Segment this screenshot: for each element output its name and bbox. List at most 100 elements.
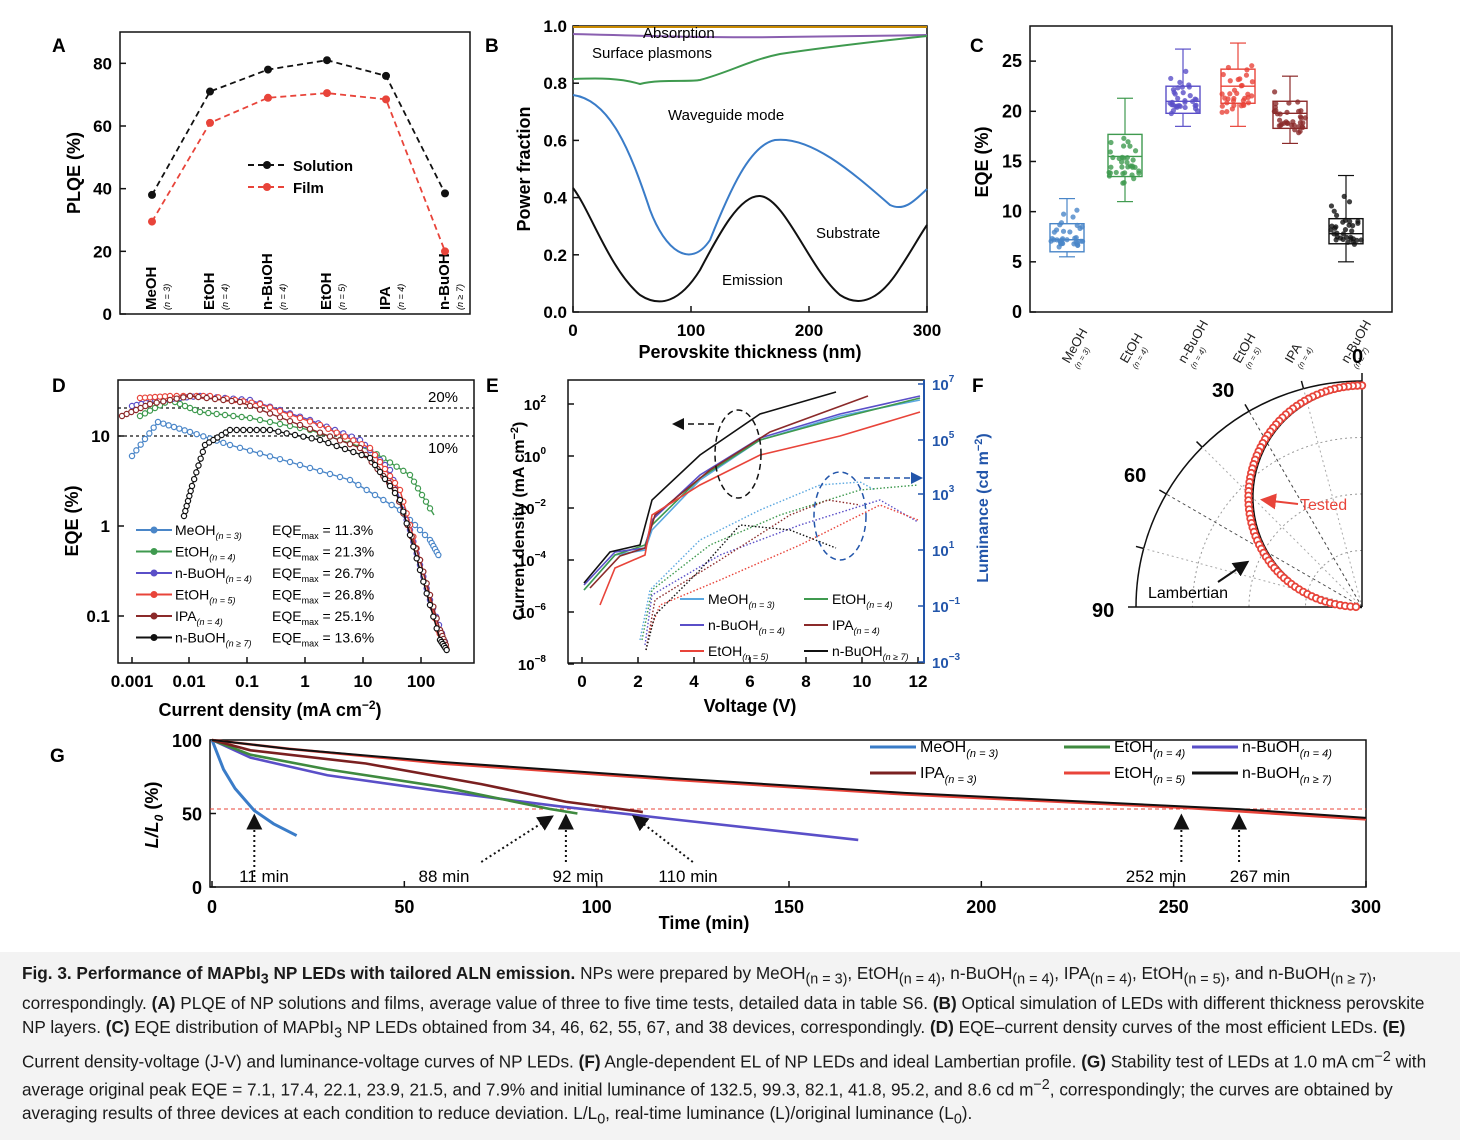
g-annotation-label: 11 min — [239, 867, 289, 886]
panel-e-xlabel: Voltage (V) — [704, 696, 797, 716]
figure-3: A PLQE (%) 0 20 40 60 80 MeOH (n = 3) EtOH (n =… — [50, 17, 1393, 933]
a-category-label: n-BuOH (n = 4) — [259, 253, 288, 310]
e-xtick-label: 12 — [909, 672, 928, 691]
e-ytick-label: 102 — [524, 394, 547, 414]
d-data-point — [181, 427, 188, 434]
panel-b-ylabel: Power fraction — [514, 106, 534, 231]
d-legend-marker — [150, 612, 158, 620]
panel-a-series — [148, 56, 449, 256]
d-data-point — [226, 426, 234, 434]
caption-tA: PLQE of NP solutions and films, average … — [175, 993, 933, 1014]
c-device-point — [1242, 95, 1248, 101]
c-device-point — [1331, 208, 1337, 214]
caption-tC2: NP LEDs obtained from 34, 46, 62, 55, 67… — [342, 1016, 930, 1037]
e-ytick2-label: 103 — [932, 484, 955, 504]
panel-c-boxes: MeOH(n = 3) EtOH(n = 4) n-BuOH(n = 4) EtOH(… — [1048, 42, 1374, 371]
c-device-point — [1130, 164, 1136, 170]
figure-caption: Fig. 3. Performance of MAPbI3 NP LEDs wi… — [22, 962, 1438, 1132]
d-data-point — [133, 447, 140, 454]
d-ytick-label: 0.1 — [86, 607, 110, 626]
d-data-point — [236, 398, 244, 406]
caption-s1d: , n-BuOH — [940, 963, 1013, 983]
a-ytick-label: 80 — [93, 54, 112, 73]
c-device-point — [1220, 71, 1226, 78]
a-category-label: n-BuOH (n ≥ 7) — [436, 253, 465, 310]
c-device-point — [1279, 121, 1285, 127]
c-category-label: MeOH(n = 3) — [1059, 325, 1099, 370]
c-device-point — [1074, 207, 1080, 213]
angle-90: 90 — [1092, 600, 1114, 622]
d-data-point — [165, 422, 172, 429]
d-data-point — [420, 578, 427, 585]
polar-grid — [1128, 373, 1363, 608]
panel-d: D EQE (%) Current density (mA cm−2) 0.00… — [52, 376, 475, 720]
c-device-point — [1192, 96, 1198, 102]
panel-d-ylabel: EQE (%) — [62, 485, 82, 556]
c-ytick-label: 20 — [1002, 101, 1022, 121]
a-data-point — [323, 56, 331, 65]
d-data-point — [199, 448, 207, 456]
substrate-curve-top — [572, 35, 928, 86]
a-data-point — [264, 65, 272, 74]
tested-arrow — [1260, 493, 1299, 510]
c-device-point — [1302, 115, 1308, 121]
lambertian-label: Lambertian — [1148, 585, 1228, 602]
c-device-point — [1225, 96, 1231, 102]
c-device-point — [1049, 236, 1055, 242]
c-device-point — [1350, 223, 1356, 229]
panel-g-legend: MeOH(n = 3) EtOH(n = 4) n-BuOH(n = 4) IPA(n… — [870, 739, 1332, 786]
g-xtick-label: 50 — [394, 897, 414, 917]
panel-a-legend: Solution Film — [248, 158, 353, 197]
d-data-point — [240, 426, 247, 434]
caption-s1f: , IPA — [1054, 963, 1091, 983]
c-device-point — [1351, 241, 1358, 247]
e-xtick-label: 2 — [633, 672, 642, 691]
d-data-point — [196, 408, 204, 416]
d-data-point — [238, 413, 245, 421]
d-data-point — [414, 485, 422, 492]
ref-label-20: 20% — [428, 389, 458, 406]
d-data-point — [188, 482, 196, 490]
c-device-point — [1168, 75, 1174, 82]
d-data-point — [286, 411, 294, 418]
d-data-point — [260, 426, 267, 434]
d-data-point — [170, 423, 178, 431]
c-device-point — [1121, 135, 1127, 141]
caption-tG: Stability test of LEDs at 1.0 mA cm — [1106, 1051, 1375, 1072]
c-category-label: EtOH(n = 5) — [1230, 330, 1268, 370]
d-data-point — [146, 407, 154, 414]
d-data-point — [283, 430, 290, 437]
d-data-point — [423, 590, 430, 597]
d-data-point — [386, 459, 394, 466]
d-data-point — [186, 392, 194, 400]
d-data-point — [306, 418, 314, 425]
caption-s1c: (n = 4) — [898, 971, 941, 988]
d-data-point — [356, 444, 364, 452]
c-device-point — [1358, 237, 1364, 243]
c-device-point — [1177, 103, 1183, 109]
caption-background — [0, 952, 1460, 1140]
c-device-point — [1297, 114, 1304, 120]
c-device-point — [1328, 203, 1335, 209]
a-category-label: MeOH (n = 3) — [143, 267, 172, 310]
d-data-point — [306, 464, 314, 472]
c-device-point — [1345, 239, 1351, 245]
d-data-point — [276, 414, 284, 421]
c-device-point — [1074, 242, 1081, 248]
label-waveguide: Waveguide mode — [668, 107, 784, 124]
c-device-point — [1249, 63, 1255, 69]
e-ytick2-label: 10−1 — [932, 596, 961, 616]
a-category-label: IPA (n = 4) — [377, 284, 406, 310]
b-ytick-label: 0.6 — [543, 131, 567, 150]
c-device-point — [1272, 89, 1278, 95]
d-data-point — [256, 400, 264, 408]
d-data-point — [333, 442, 340, 450]
g-annotation-arrow — [480, 815, 554, 863]
d-data-point — [403, 520, 410, 527]
d-data-point — [355, 481, 362, 489]
d-data-point — [350, 437, 357, 444]
panel-g-frame — [209, 739, 1367, 888]
c-device-point — [1219, 91, 1225, 97]
d-data-point — [316, 429, 324, 436]
